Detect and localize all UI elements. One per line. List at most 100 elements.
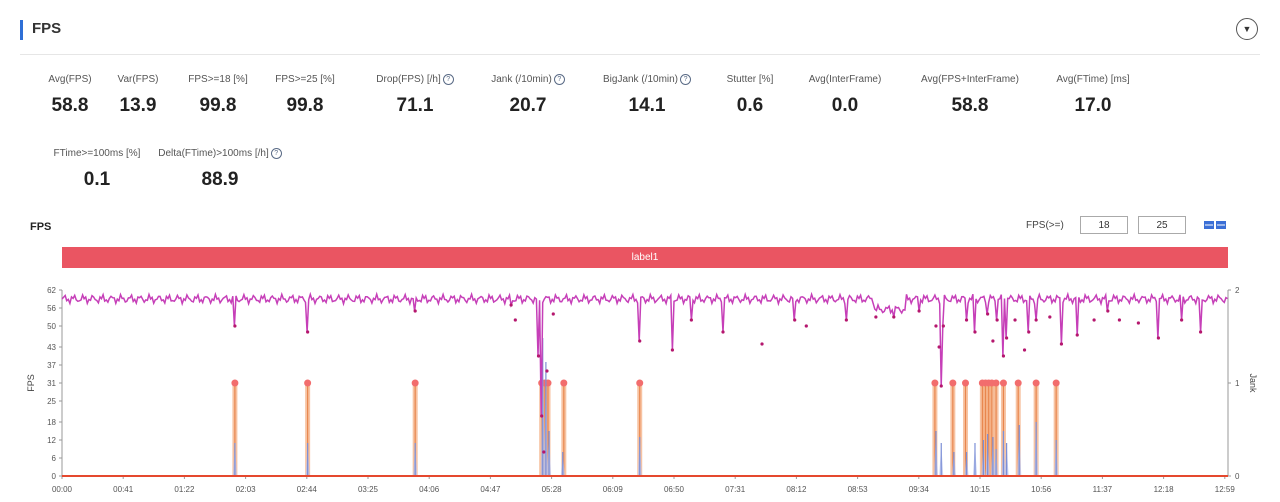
- y-tick-label: 37: [47, 361, 56, 370]
- header-accent-bar: [20, 20, 23, 40]
- x-tick-label: 02:44: [297, 485, 318, 494]
- metric-label: Avg(FPS+InterFrame): [921, 74, 1019, 85]
- metric-2: FPS>=18 [%] 99.8: [138, 74, 298, 117]
- info-icon[interactable]: ?: [680, 74, 692, 85]
- metric-label: FPS>=25 [%]: [275, 74, 335, 85]
- metric-value: 20.7: [509, 95, 547, 117]
- fps-dip-point: [638, 339, 642, 343]
- metric-6: BigJank (/10min)? 14.1: [567, 74, 727, 117]
- x-tick-label: 12:59: [1215, 485, 1236, 494]
- fps-dip-point: [233, 324, 237, 328]
- jank-dot: [949, 379, 957, 387]
- y-right-axis-title: Jank: [1248, 373, 1258, 393]
- fps-dip-point: [804, 324, 808, 328]
- metric-label: Drop(FPS) [/h]?: [335, 74, 495, 85]
- y-tick-label: 31: [47, 379, 56, 388]
- metric-value: 13.9: [119, 95, 157, 116]
- metric-label: Avg(FTime) [ms]: [1056, 74, 1130, 85]
- fps-dip-point: [1005, 336, 1009, 340]
- fps-threshold-high-input[interactable]: [1138, 216, 1186, 234]
- jank-dot: [1052, 379, 1060, 387]
- fps-dip-point: [306, 330, 310, 334]
- x-tick-label: 07:31: [725, 485, 746, 494]
- fps-dip-point: [542, 450, 546, 454]
- metric-value: 99.8: [286, 95, 324, 116]
- x-tick-label: 09:34: [909, 485, 930, 494]
- y-tick-label: 12: [47, 436, 56, 445]
- jank-dot: [636, 379, 644, 387]
- fps-dip-point: [413, 309, 417, 313]
- x-tick-label: 10:15: [970, 485, 991, 494]
- metric-12: Delta(FTime)>100ms [/h]? 88.9: [140, 148, 300, 191]
- fps-dip-point: [1156, 336, 1161, 340]
- fps-dip-point: [793, 318, 797, 322]
- label-bar[interactable]: label1: [62, 247, 1228, 268]
- fps-dip-point: [1059, 342, 1064, 346]
- fps-dip-point: [1092, 318, 1096, 322]
- y-tick-label: 0: [52, 472, 57, 481]
- fps-dip-point: [1180, 318, 1184, 322]
- fps-dip-point: [689, 318, 693, 322]
- section-title: FPS: [32, 20, 62, 37]
- jank-dot: [999, 379, 1007, 387]
- fps-dip-point: [1136, 321, 1140, 325]
- jank-dot: [961, 379, 969, 387]
- fps-dip-point: [1048, 315, 1052, 319]
- fps-dip-point: [1022, 348, 1027, 352]
- fps-section-header: FPS ▼: [20, 14, 1260, 55]
- fps-threshold-low-input[interactable]: [1080, 216, 1128, 234]
- y-right-tick-label: 0: [1235, 472, 1240, 481]
- metric-value: 58.8: [951, 95, 989, 116]
- metric-0: Avg(FPS) 58.8: [0, 74, 150, 117]
- y-tick-label: 18: [47, 418, 56, 427]
- jank-dot: [411, 379, 419, 387]
- x-tick-label: 04:47: [480, 485, 501, 494]
- metric-label: FPS>=18 [%]: [188, 74, 248, 85]
- fps-dip-point: [995, 318, 999, 322]
- metric-label: BigJank (/10min)?: [567, 74, 727, 85]
- fps-dip-point: [1198, 330, 1203, 334]
- info-icon[interactable]: ?: [553, 74, 565, 85]
- fps-dip-point: [536, 354, 541, 358]
- x-tick-label: 03:25: [358, 485, 379, 494]
- metric-10: Avg(FTime) [ms] 17.0: [1013, 74, 1173, 117]
- fps-dip-point: [1034, 318, 1038, 322]
- metric-label: Delta(FTime)>100ms [/h]?: [140, 148, 300, 159]
- legend-toggle-icon[interactable]: [1204, 220, 1226, 230]
- chart-title: FPS: [30, 221, 52, 233]
- metric-label: Stutter [%]: [726, 74, 774, 85]
- x-tick-label: 10:56: [1031, 485, 1052, 494]
- fps-dip-point: [917, 309, 921, 313]
- fps-dip-point: [760, 342, 764, 346]
- metric-value: 0.6: [736, 95, 764, 116]
- collapse-toggle-icon[interactable]: ▼: [1236, 18, 1258, 40]
- y-tick-label: 50: [47, 322, 56, 331]
- metric-8: Avg(InterFrame) 0.0: [765, 74, 925, 117]
- metric-4: Drop(FPS) [/h]? 71.1: [335, 74, 495, 117]
- fps-dip-point: [670, 348, 675, 352]
- fps-threshold-label: FPS(>=): [1026, 220, 1064, 231]
- y-tick-label: 62: [47, 286, 56, 295]
- y-tick-label: 25: [47, 397, 56, 406]
- x-tick-label: 06:09: [603, 485, 624, 494]
- fps-dip-point: [1027, 330, 1031, 334]
- fps-dip-point: [1106, 309, 1110, 313]
- x-tick-label: 02:03: [236, 485, 257, 494]
- metric-value: 14.1: [628, 95, 666, 117]
- metric-value: 0.1: [83, 169, 111, 190]
- x-tick-label: 00:00: [52, 485, 73, 494]
- info-icon[interactable]: ?: [442, 74, 454, 85]
- jank-dot: [1014, 379, 1022, 387]
- metric-value: 0.0: [831, 95, 859, 116]
- fps-dip-point: [551, 312, 555, 316]
- info-icon[interactable]: ?: [270, 148, 282, 159]
- jank-dot: [931, 379, 939, 387]
- fps-dip-point: [973, 330, 977, 334]
- x-tick-label: 08:53: [848, 485, 869, 494]
- metric-label: Jank (/10min)?: [448, 74, 608, 85]
- fps-dip-point: [1117, 318, 1122, 322]
- metric-11: FTime>=100ms [%] 0.1: [17, 148, 177, 191]
- fps-dip-point: [721, 330, 725, 334]
- metric-5: Jank (/10min)? 20.7: [448, 74, 608, 117]
- fps-dip-point: [545, 369, 549, 373]
